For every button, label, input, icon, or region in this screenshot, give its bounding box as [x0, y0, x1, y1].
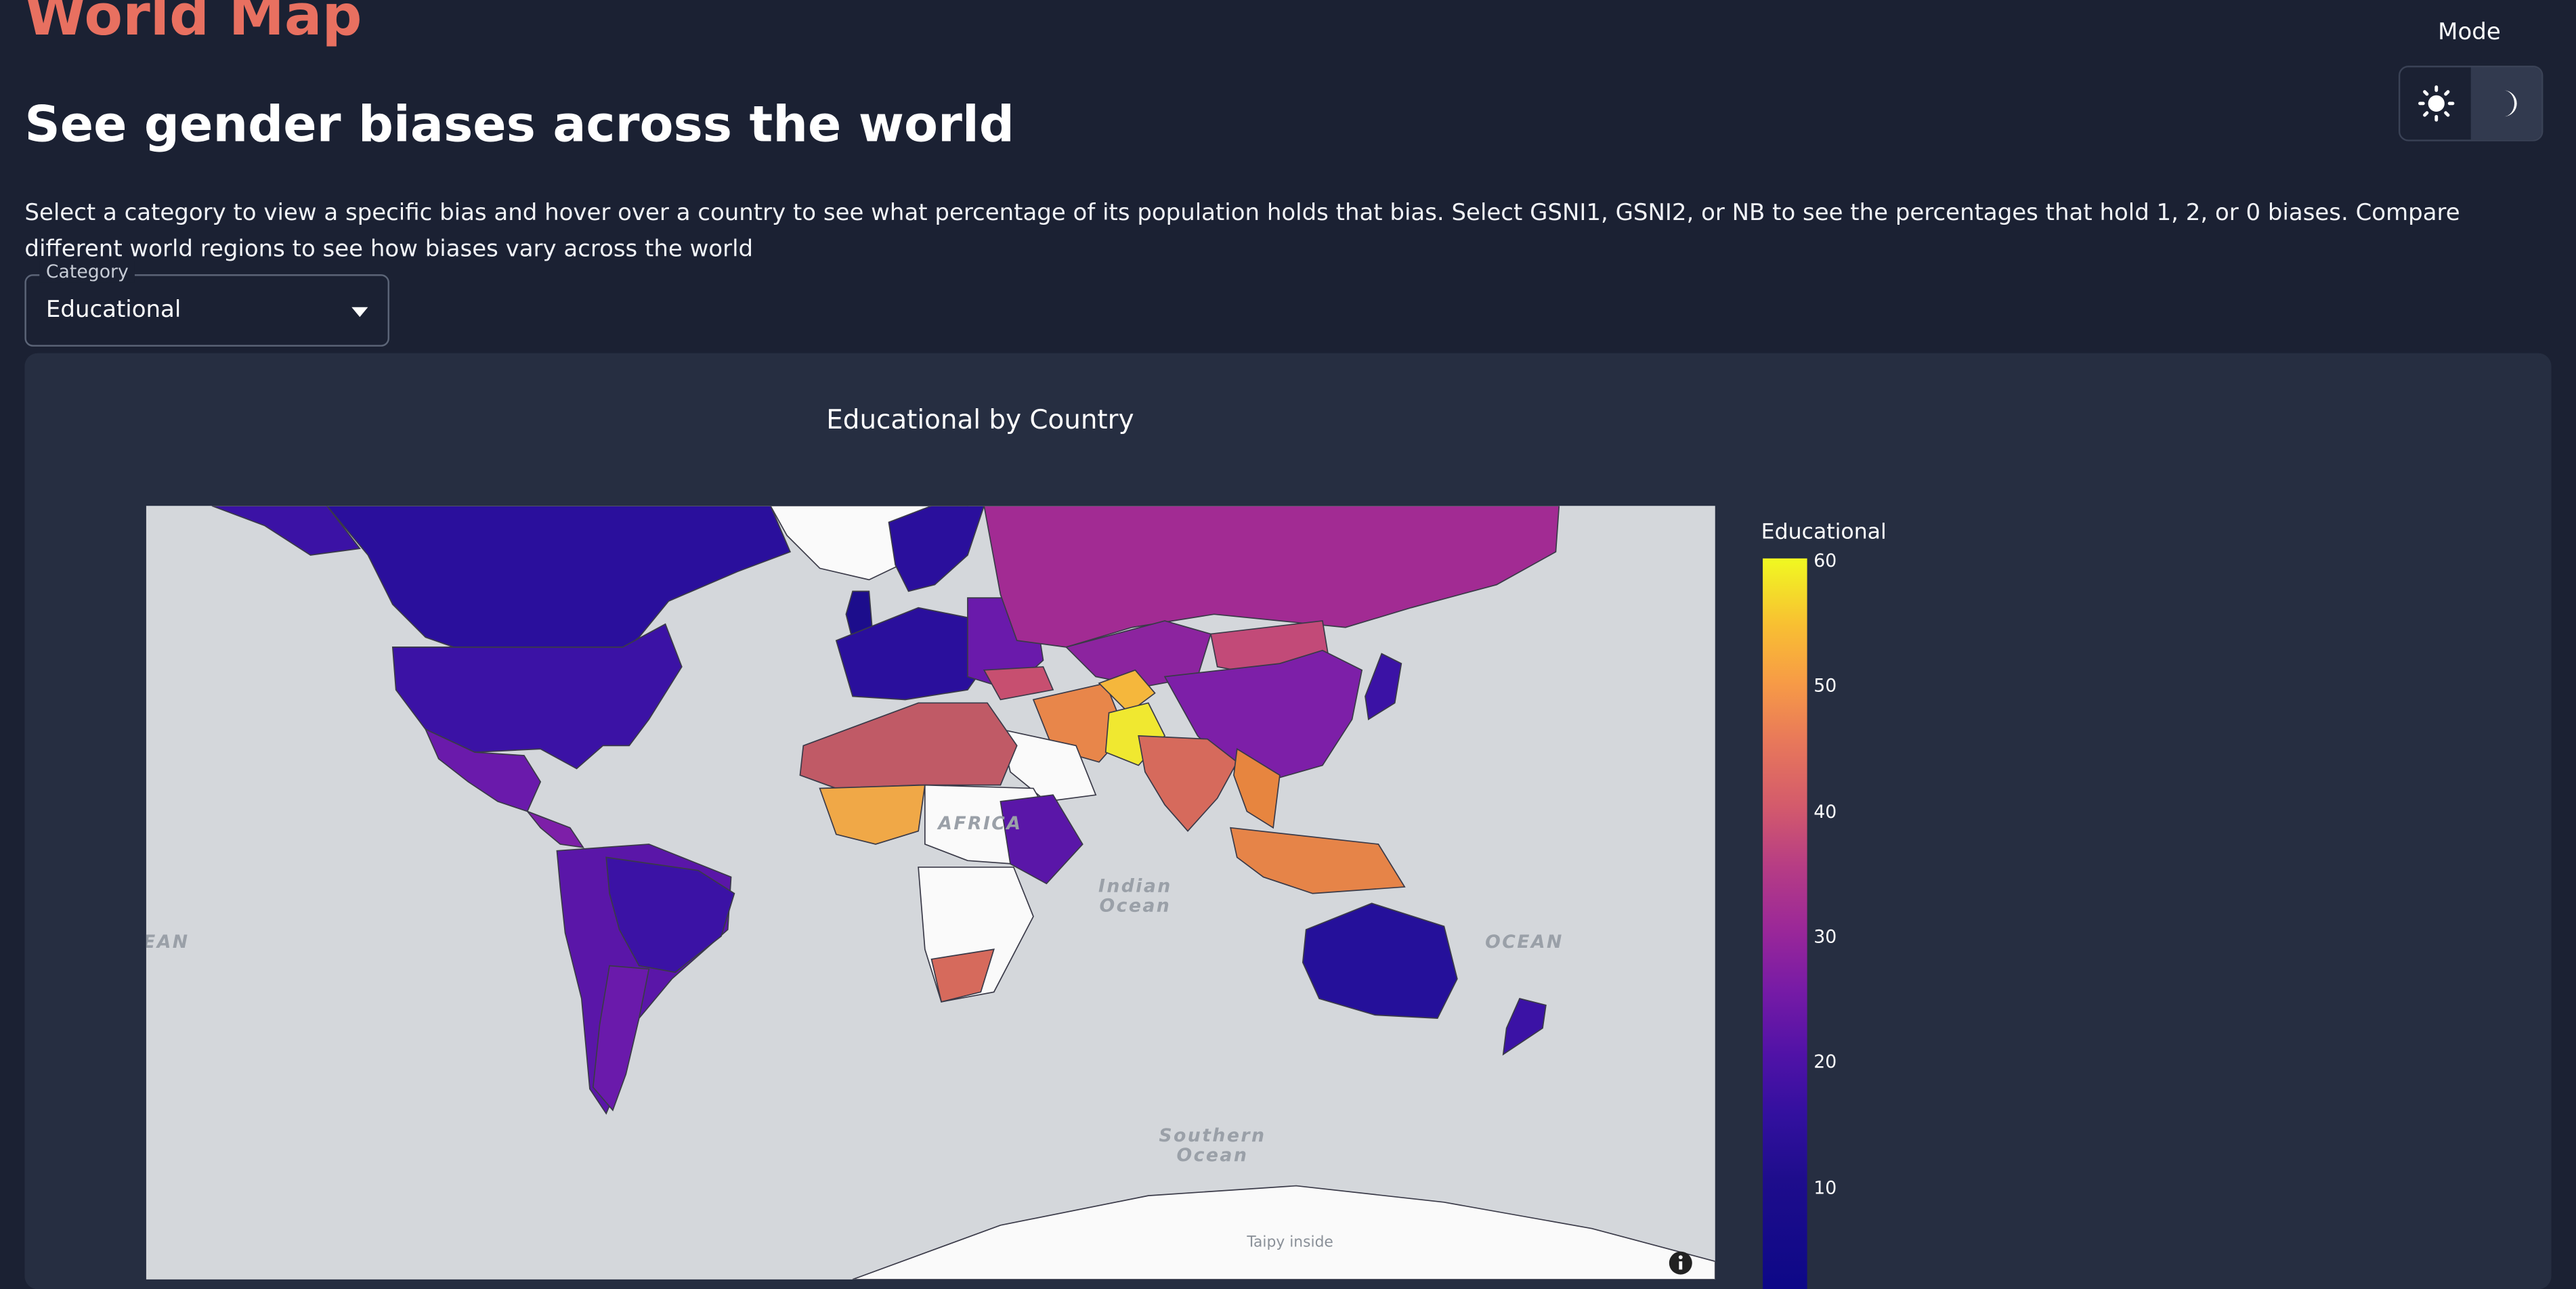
australia-shape — [1302, 902, 1458, 1019]
east-africa-shape — [1000, 794, 1083, 885]
light-mode-button[interactable] — [2400, 67, 2471, 140]
colorbar-tick: 10 — [1813, 1177, 1837, 1199]
map-attribution: Taipy inside — [1247, 1235, 1333, 1252]
theme-mode-toggle[interactable] — [2398, 66, 2543, 141]
sun-icon — [2417, 85, 2454, 122]
indonesia-shape — [1229, 827, 1406, 894]
new-zealand-shape — [1502, 998, 1547, 1056]
colorbar-gradient — [1763, 558, 1807, 1289]
central-america-shape — [525, 810, 584, 848]
north-africa-shape — [799, 702, 1018, 789]
ocean-label-southern: Southern Ocean — [1159, 1124, 1266, 1166]
south-africa-shape — [930, 948, 995, 1003]
colorbar-tick: 20 — [1813, 1051, 1837, 1073]
colorbar-tick: 40 — [1813, 801, 1837, 823]
moon-icon — [2503, 90, 2516, 117]
world-map-graphic — [211, 506, 1715, 1280]
category-label: Category — [39, 261, 135, 283]
ocean-label-right: OCEAN — [1485, 931, 1564, 953]
southeast-asia-shape — [1233, 747, 1281, 829]
category-value: Educational — [45, 297, 181, 324]
antarctica-shape — [852, 1185, 1715, 1280]
page-heading: See gender biases across the world — [24, 97, 1014, 155]
alaska-shape — [211, 506, 361, 556]
turkey-shape — [983, 666, 1054, 701]
argentina-shape — [592, 965, 650, 1112]
caret-down-icon — [351, 307, 368, 318]
russia-shape — [983, 506, 1560, 648]
colorbar-title: Educational — [1761, 521, 1887, 546]
colorbar-tick: 30 — [1813, 926, 1837, 948]
ocean-label-left: EAN — [146, 931, 190, 953]
west-africa-shape — [819, 784, 926, 845]
colorbar-tick: 60 — [1813, 550, 1837, 572]
category-select[interactable]: Category Educational — [24, 261, 389, 347]
scandinavia-shape — [888, 506, 985, 592]
afghanistan-shape — [1098, 669, 1156, 714]
choropleth-map[interactable]: EAN Indian Ocean AFRICA OCEAN Southern O… — [146, 506, 1715, 1280]
india-shape — [1138, 735, 1238, 832]
mode-label: Mode — [2438, 20, 2501, 46]
info-icon[interactable] — [1667, 1250, 1694, 1276]
japan-shape — [1365, 653, 1402, 720]
ocean-label-indian: Indian Ocean — [1098, 875, 1172, 917]
continent-label-africa: AFRICA — [938, 812, 1023, 835]
map-title: Educational by Country — [826, 403, 1134, 435]
colorbar-tick: 50 — [1813, 675, 1837, 697]
app-title: World Map — [24, 0, 362, 49]
brazil-shape — [605, 856, 735, 974]
dark-mode-button[interactable] — [2470, 67, 2542, 140]
canada-shape — [326, 506, 792, 671]
page-description: Select a category to view a specific bia… — [24, 200, 2460, 263]
